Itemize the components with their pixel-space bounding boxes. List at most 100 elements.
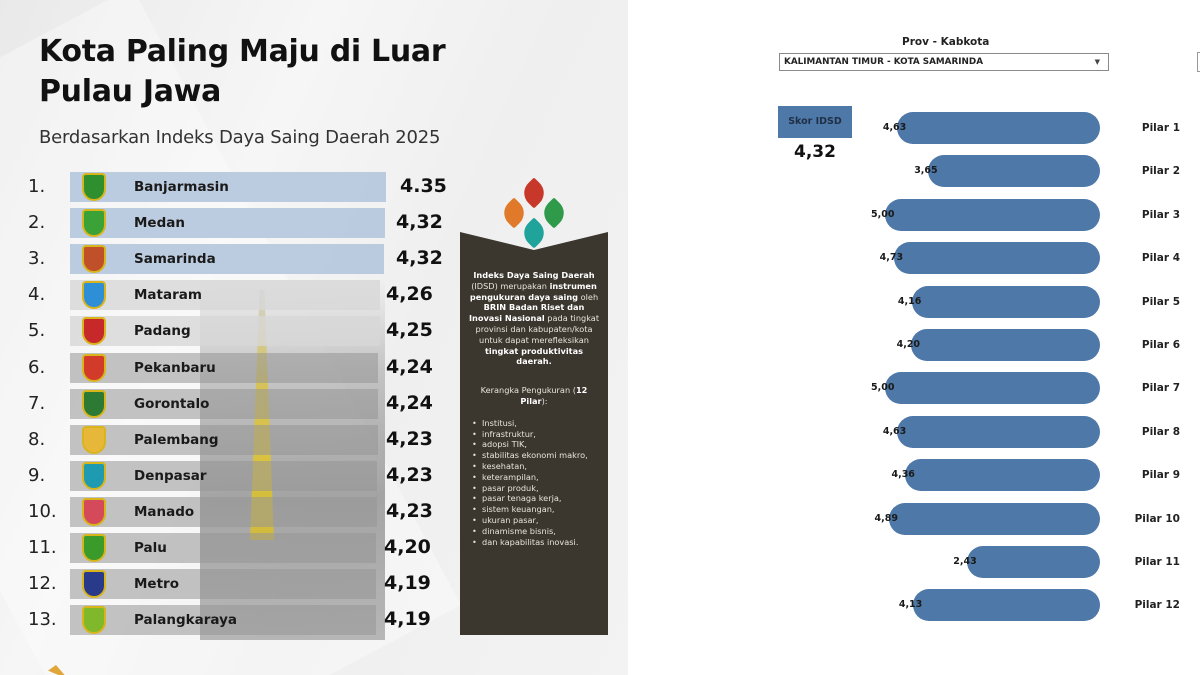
pillar-list-item: keterampilan, (472, 472, 600, 483)
pillar-list-item: ukuran pasar, (472, 515, 600, 526)
infographic-panel: Kota Paling Maju di Luar Pulau Jawa Berd… (0, 0, 628, 675)
city-emblem-icon (82, 353, 106, 382)
idsd-logo-icon (498, 177, 570, 250)
rank-number: 8. (28, 428, 46, 450)
city-name: Samarinda (134, 251, 216, 268)
ranking-row: 7. Gorontalo 4,24 (0, 388, 460, 419)
rank-number: 9. (28, 464, 46, 486)
ranking-row: 1. Banjarmasin 4.35 (0, 172, 460, 202)
city-score: 4,24 (386, 355, 433, 378)
city-score: 4,19 (384, 608, 431, 631)
city-name: Mataram (134, 287, 202, 304)
rank-number: 5. (28, 320, 46, 342)
pillar-label: Pilar 3 (1141, 208, 1180, 221)
city-emblem-icon (82, 281, 106, 310)
city-name: Pekanbaru (134, 359, 216, 376)
rank-number: 6. (28, 356, 46, 378)
rank-number: 3. (28, 248, 46, 270)
ranking-row: 11. Palu 4,20 (0, 533, 460, 563)
rank-bar (70, 424, 378, 455)
pillar-row: 4,36 Pilar 9 (0, 459, 1200, 492)
rank-bar (70, 496, 377, 527)
pillar-label: Pilar 2 (1141, 165, 1180, 178)
city-name: Palembang (134, 431, 219, 448)
city-name: Padang (134, 323, 191, 340)
pillar-label: Pilar 7 (1141, 382, 1180, 395)
pillar-list-item: sistem keuangan, (472, 504, 600, 515)
chevron-down-icon[interactable]: ▼ (1094, 58, 1100, 66)
pillar-label: Pilar 1 (1141, 122, 1180, 134)
infographic-subtitle: Berdasarkan Indeks Daya Saing Daerah 202… (39, 127, 441, 148)
city-emblem-icon (82, 173, 106, 201)
pillar-bar[interactable] (911, 285, 1100, 318)
pillar-bar[interactable] (928, 155, 1100, 188)
pillar-label: Pilar 4 (1141, 252, 1180, 265)
pillar-bar[interactable] (893, 242, 1100, 275)
pillar-list-item: adopsi TIK, (472, 439, 600, 450)
city-name: Gorontalo (134, 395, 210, 412)
ranking-row: 3. Samarinda 4,32 (0, 244, 460, 275)
pillar-bar[interactable] (910, 329, 1100, 361)
skor-idsd-header: Skor IDSD (778, 106, 852, 138)
city-emblem-icon (82, 461, 106, 490)
pillar-label: Pilar 10 (1134, 512, 1180, 525)
ranking-row: 5. Padang 4,25 (0, 316, 460, 347)
pillar-bar[interactable] (967, 546, 1100, 578)
rank-number: 11. (28, 537, 57, 558)
city-emblem-icon (82, 209, 106, 238)
pillar-list-item: kesehatan, (472, 461, 600, 472)
rank-bar (70, 605, 376, 636)
city-emblem-icon (82, 245, 106, 274)
city-name: Denpasar (134, 467, 207, 484)
pillar-list-item: pasar produk, (472, 483, 600, 494)
idsd-description: Indeks Daya Saing Daerah (IDSD) merupaka… (468, 270, 600, 367)
logo-petal-right (538, 197, 570, 229)
pillar-bar[interactable] (896, 112, 1100, 144)
idsd-info-card: Indeks Daya Saing Daerah (IDSD) merupaka… (460, 232, 608, 635)
city-name: Medan (134, 215, 185, 232)
pillar-label: Pilar 12 (1134, 599, 1180, 612)
dropdown-selected-value: KALIMANTAN TIMUR - KOTA SAMARINDA (784, 57, 984, 67)
logo-petal-left (498, 197, 530, 229)
pillar-bar[interactable] (885, 198, 1100, 231)
pillar-bar[interactable] (912, 589, 1100, 622)
pillar-bar[interactable] (888, 502, 1100, 535)
city-score: 4,23 (386, 463, 433, 486)
infographic-title: Kota Paling Maju di Luar Pulau Jawa (39, 34, 446, 109)
ranking-row: 13. Palangkaraya 4,19 (0, 605, 460, 636)
rank-number: 7. (28, 392, 46, 414)
prov-kabkota-dropdown[interactable]: KALIMANTAN TIMUR - KOTA SAMARINDA ▼ (779, 53, 1109, 71)
rank-bar (70, 208, 385, 239)
rank-bar (70, 460, 377, 491)
clipped-control[interactable] (1197, 52, 1200, 72)
corner-arrow-icon (48, 665, 68, 675)
pillar-label: Pilar 5 (1141, 295, 1180, 308)
ranking-row: 9. Denpasar 4,23 (0, 460, 460, 491)
rank-number: 1. (28, 176, 46, 197)
city-name: Palu (134, 540, 167, 556)
pillar-bar[interactable] (896, 415, 1100, 448)
city-emblem-icon (82, 425, 106, 454)
pillar-label: Pilar 9 (1141, 469, 1180, 482)
city-name: Banjarmasin (134, 179, 229, 195)
rank-number: 10. (28, 500, 57, 522)
ranking-row: 2. Medan 4,32 (0, 208, 460, 239)
pillar-bar[interactable] (885, 372, 1100, 405)
rank-number: 2. (28, 212, 46, 234)
pillar-bar[interactable] (905, 459, 1100, 492)
rank-number: 13. (28, 609, 57, 631)
ranking-row: 8. Palembang 4,23 (0, 424, 460, 455)
logo-petal-top (518, 177, 550, 209)
pillar-label: Pilar 8 (1141, 425, 1180, 438)
city-score: 4,23 (386, 499, 433, 522)
city-emblem-icon (82, 570, 106, 599)
rank-number: 4. (28, 284, 46, 306)
rank-bar (70, 172, 386, 202)
city-score: 4,24 (386, 391, 433, 414)
rank-bar (70, 569, 376, 600)
rank-bar (70, 388, 378, 419)
pillar-list-item: infrastruktur, (472, 429, 600, 440)
rank-bar (70, 352, 378, 383)
city-score: 4,32 (396, 247, 443, 270)
city-emblem-icon (82, 389, 106, 418)
